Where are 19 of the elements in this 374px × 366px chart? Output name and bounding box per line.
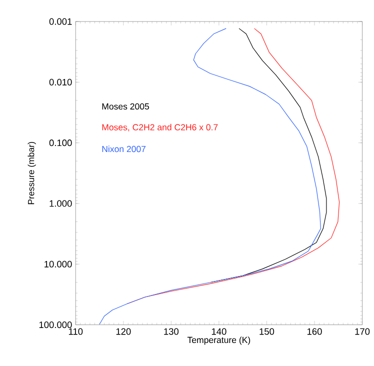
line-series [99, 28, 321, 325]
x-tick-label: 120 [116, 328, 131, 335]
y-axis-title: Pressure (mbar) [28, 142, 36, 204]
y-tick-label: 1.000 [50, 200, 72, 207]
y-tick-label: 0.010 [49, 78, 72, 86]
text: Nixon 2007 [102, 146, 146, 152]
y-tick-label: 0.100 [49, 140, 72, 146]
y-tick-label: 0.001 [49, 18, 72, 25]
x-tick-label: 110 [68, 328, 83, 335]
x-tick-label: 170 [355, 328, 370, 335]
text: Moses, C2H2 and C2H6 x 0.7 [102, 124, 218, 132]
x-tick-label: 130 [164, 328, 179, 335]
x-axis-title: Temperature (K) [187, 336, 250, 345]
y-tick-label: 10.000 [44, 260, 72, 268]
x-tick-label: 150 [260, 328, 274, 335]
x-tick-label: 140 [212, 328, 226, 335]
y-tick-label: 100.000 [39, 322, 72, 328]
text: Moses 2005 [102, 103, 150, 110]
x-tick-label: 160 [307, 328, 322, 335]
